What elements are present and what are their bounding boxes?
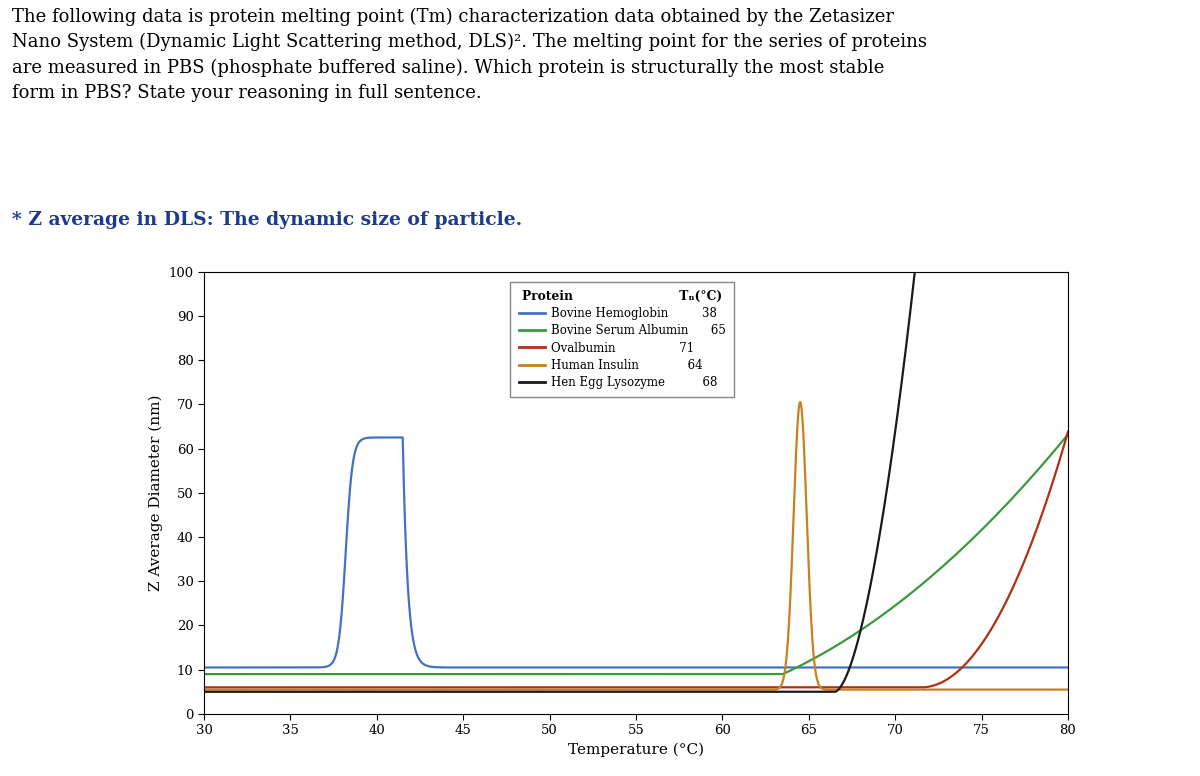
Text: The following data is protein melting point (Tm) characterization data obtained : The following data is protein melting po… (12, 8, 928, 102)
Y-axis label: Z Average Diameter (nm): Z Average Diameter (nm) (149, 394, 163, 591)
Text: * Z average in DLS: The dynamic size of particle.: * Z average in DLS: The dynamic size of … (12, 211, 522, 230)
Legend: Bovine Hemoglobin         38, Bovine Serum Albumin      65, Ovalbumin           : Bovine Hemoglobin 38, Bovine Serum Album… (510, 282, 733, 397)
X-axis label: Temperature (°C): Temperature (°C) (568, 743, 704, 757)
